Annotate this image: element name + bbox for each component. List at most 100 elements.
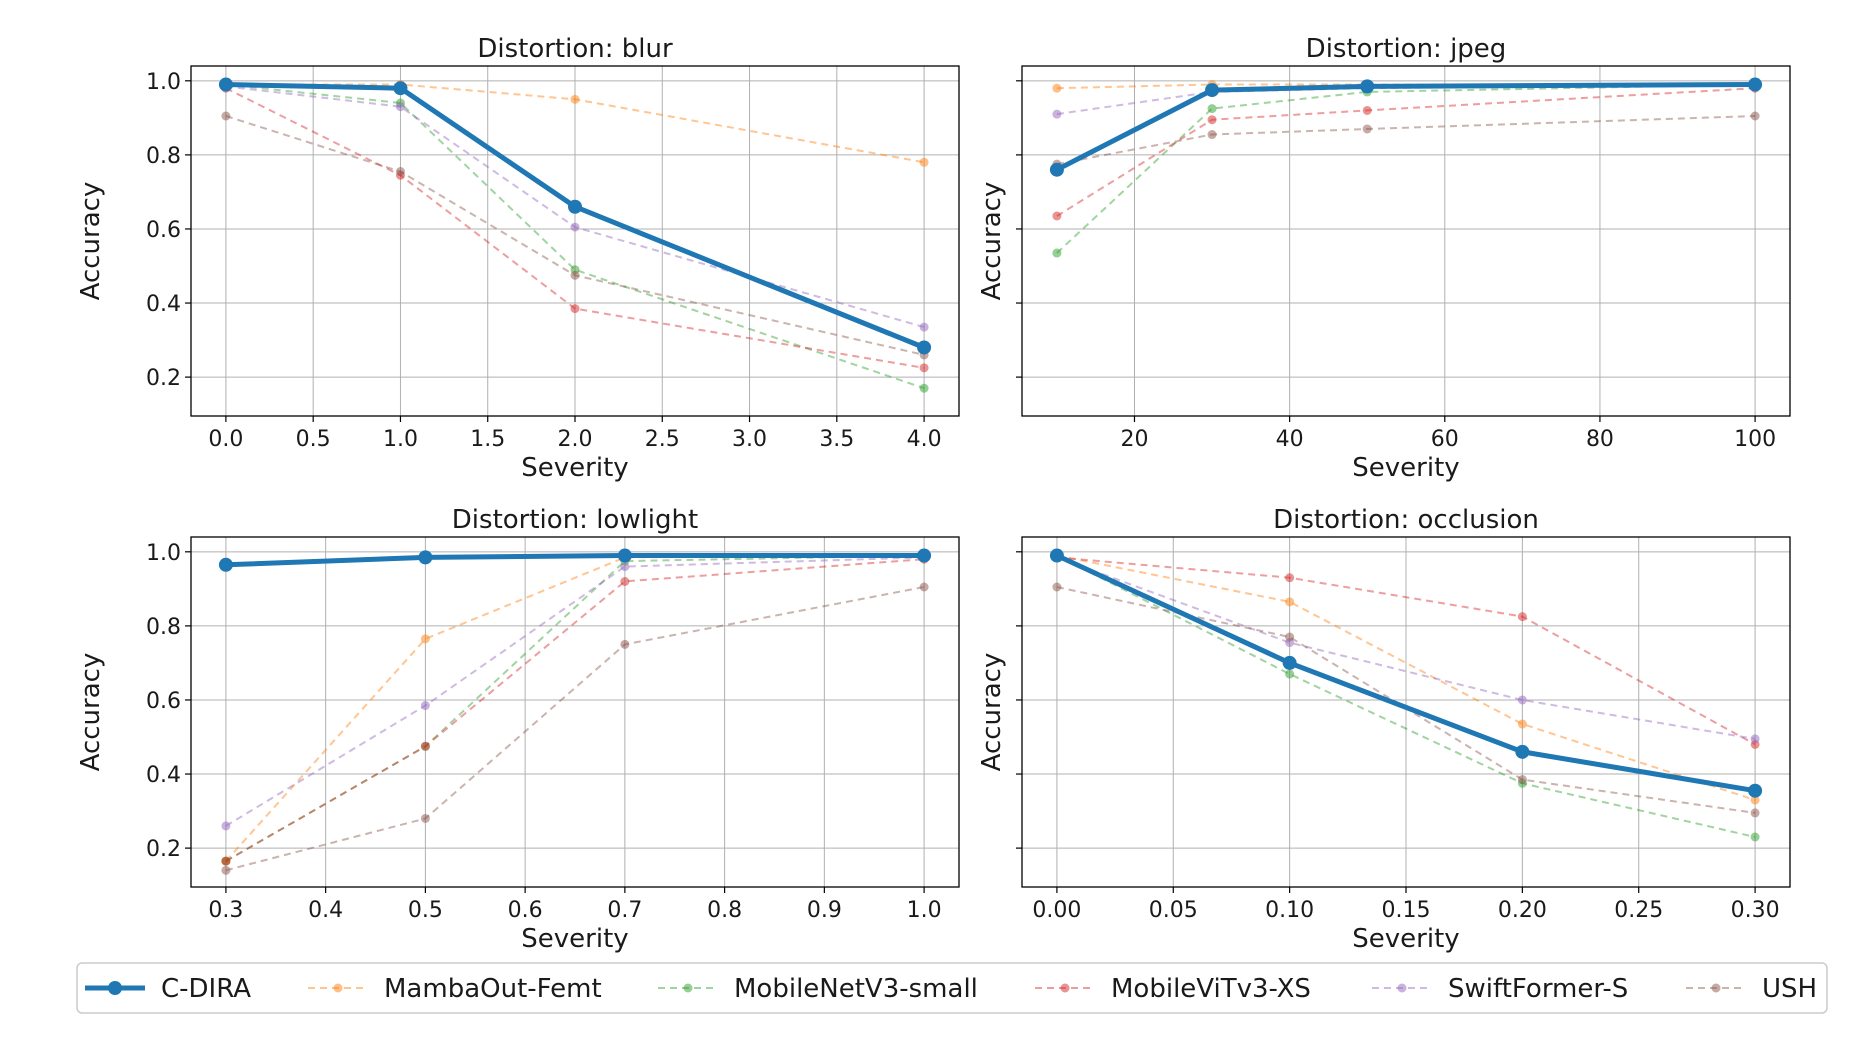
data-point bbox=[1049, 548, 1064, 563]
data-point bbox=[620, 576, 630, 586]
data-point bbox=[1748, 783, 1763, 798]
data-point bbox=[919, 322, 929, 332]
series-mobilenetv3-small bbox=[221, 551, 929, 866]
series-line bbox=[1056, 115, 1756, 166]
subplot-2: 20 40 60 80 100 Distortion: jpeg Severity Accur… bbox=[977, 34, 1791, 483]
data-point bbox=[218, 77, 233, 92]
x-tick-label: 0.00 bbox=[1032, 898, 1081, 923]
x-tick-label: 0.6 bbox=[508, 898, 543, 923]
series-line bbox=[1056, 556, 1756, 746]
data-point bbox=[917, 548, 932, 563]
series-c-dira bbox=[218, 548, 932, 572]
series-line bbox=[225, 82, 926, 350]
data-point bbox=[1285, 597, 1295, 607]
data-point bbox=[1052, 109, 1062, 119]
data-point bbox=[1360, 79, 1375, 94]
y-tick-label: 0.4 bbox=[146, 763, 181, 788]
series-line bbox=[1056, 556, 1756, 740]
legend-marker bbox=[1711, 983, 1721, 993]
series-line bbox=[225, 87, 925, 369]
y-tick-label: 0.8 bbox=[146, 144, 181, 169]
data-point bbox=[420, 634, 430, 644]
data-point bbox=[420, 741, 430, 751]
y-axis-label: Accuracy bbox=[76, 182, 106, 301]
axes-frame bbox=[190, 536, 960, 888]
y-tick-label: 0.8 bbox=[146, 615, 181, 640]
data-point bbox=[919, 383, 929, 393]
y-axis-label: Accuracy bbox=[76, 653, 106, 772]
data-point bbox=[1517, 695, 1527, 705]
legend-marker bbox=[683, 983, 693, 993]
legend-label: C-DIRA bbox=[161, 974, 251, 1004]
series-c-dira bbox=[1049, 77, 1763, 177]
legend-label: MobileNetV3-small bbox=[734, 974, 978, 1004]
series-line bbox=[1055, 553, 1756, 794]
data-point bbox=[1207, 130, 1217, 140]
x-tick-label: 0.8 bbox=[707, 898, 742, 923]
data-point bbox=[1750, 832, 1760, 842]
x-tick-label: 0.30 bbox=[1731, 898, 1780, 923]
series-line bbox=[1056, 83, 1756, 254]
y-tick-label: 0.2 bbox=[146, 837, 181, 862]
x-axis-label: Severity bbox=[521, 924, 628, 954]
y-tick-label: 1.0 bbox=[146, 541, 181, 566]
data-point bbox=[1750, 734, 1760, 744]
axes-frame bbox=[1021, 65, 1791, 417]
data-point bbox=[620, 639, 630, 649]
x-tick-label: 0.7 bbox=[607, 898, 642, 923]
series-line bbox=[225, 556, 925, 827]
x-tick-label: 40 bbox=[1276, 427, 1304, 452]
series-line bbox=[225, 553, 925, 568]
x-tick-label: 0.9 bbox=[807, 898, 842, 923]
data-point bbox=[1052, 248, 1062, 258]
subplot-4: 0.00 0.05 0.10 0.15 0.20 0.25 0.30 Distortion: … bbox=[977, 505, 1791, 954]
legend-entry-swiftformer-s: SwiftFormer-S bbox=[1372, 974, 1628, 1004]
legend-marker bbox=[1397, 983, 1407, 993]
legend-marker bbox=[108, 981, 122, 995]
legend-label: USH bbox=[1762, 974, 1817, 1004]
legend-entry-mambaout-femt: MambaOut-Femt bbox=[308, 974, 602, 1004]
data-point bbox=[221, 865, 231, 875]
data-point bbox=[1285, 669, 1295, 679]
y-tick-label: 1.0 bbox=[146, 70, 181, 95]
x-tick-label: 1.5 bbox=[470, 427, 505, 452]
x-tick-label: 80 bbox=[1586, 427, 1614, 452]
data-point bbox=[919, 157, 929, 167]
series-line bbox=[225, 115, 925, 356]
legend-frame bbox=[76, 962, 1828, 1014]
data-point bbox=[221, 821, 231, 831]
subplot-3: 0.3 0.4 0.5 0.6 0.7 0.8 0.9 1.0 0.2 0.4 0.6 0.8 1.0 D… bbox=[76, 505, 960, 954]
x-axis-label: Severity bbox=[1352, 924, 1459, 954]
data-point bbox=[919, 363, 929, 373]
data-point bbox=[570, 270, 580, 280]
legend-entry-mobilenetv3-small: MobileNetV3-small bbox=[658, 974, 978, 1004]
x-tick-label: 0.5 bbox=[408, 898, 443, 923]
legend-entry-mobilevitv3-xs: MobileViTv3-XS bbox=[1035, 974, 1311, 1004]
data-point bbox=[1282, 655, 1297, 670]
data-point bbox=[1205, 83, 1220, 98]
data-point bbox=[1362, 105, 1372, 115]
series-line bbox=[1056, 554, 1756, 838]
data-point bbox=[1285, 573, 1295, 583]
data-point bbox=[418, 550, 433, 565]
data-point bbox=[1517, 719, 1527, 729]
x-tick-label: 0.15 bbox=[1382, 898, 1431, 923]
x-tick-label: 100 bbox=[1734, 427, 1776, 452]
series-line bbox=[225, 554, 925, 862]
y-tick-label: 0.6 bbox=[146, 689, 181, 714]
x-tick-label: 0.20 bbox=[1498, 898, 1547, 923]
x-tick-label: 0.05 bbox=[1149, 898, 1198, 923]
x-tick-label: 2.5 bbox=[645, 427, 680, 452]
data-point bbox=[420, 701, 430, 711]
series-mobilevitv3-xs bbox=[221, 554, 929, 866]
data-point bbox=[1285, 632, 1295, 642]
data-point bbox=[1748, 77, 1763, 92]
data-point bbox=[1517, 775, 1527, 785]
x-tick-label: 3.0 bbox=[732, 427, 767, 452]
x-tick-label: 2.0 bbox=[558, 427, 593, 452]
series-line bbox=[225, 558, 925, 862]
data-point bbox=[1052, 582, 1062, 592]
legend-label: MambaOut-Femt bbox=[384, 974, 602, 1004]
data-point bbox=[1517, 612, 1527, 622]
